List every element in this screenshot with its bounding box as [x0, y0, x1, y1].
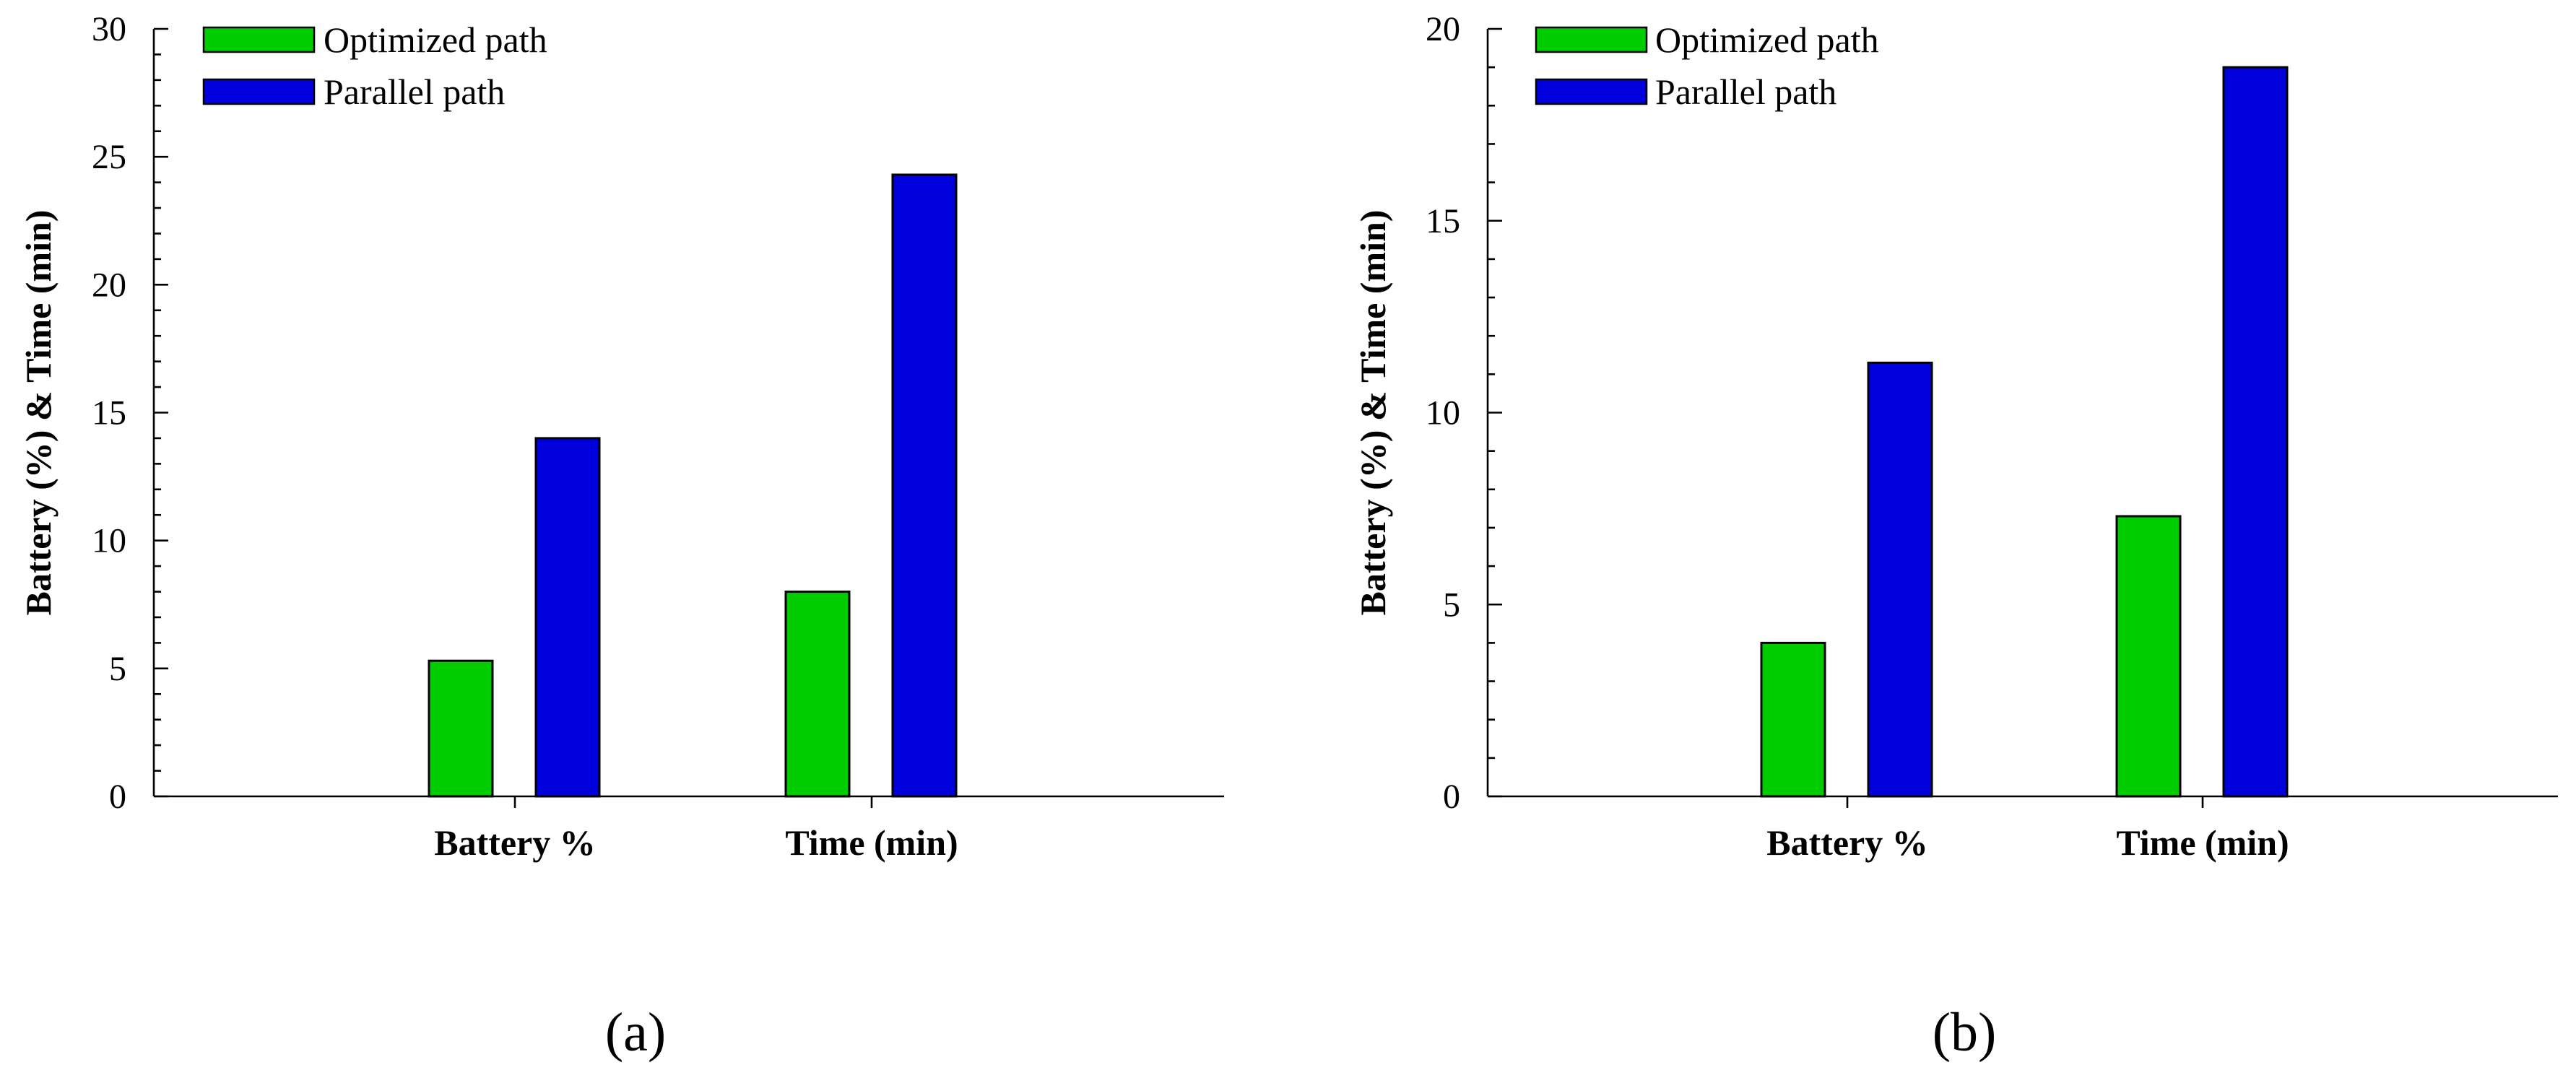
y-tick-label: 20: [92, 266, 126, 304]
y-tick-label: 20: [1426, 10, 1460, 48]
legend-label: Parallel path: [1655, 71, 1836, 112]
y-tick-label: 25: [92, 138, 126, 176]
legend-label: Parallel path: [324, 71, 505, 112]
legend-label: Optimized path: [324, 19, 547, 60]
x-category-label: Time (min): [2116, 822, 2289, 863]
y-axis-title: Battery (%) & Time (min): [1353, 210, 1393, 616]
x-category-label: Time (min): [785, 822, 958, 863]
chart-panel-a: 0 5 10 15 20 25 30 Battery (%) & Time (min) Batt…: [18, 10, 1224, 1063]
y-tick-label: 30: [92, 10, 126, 48]
legend: Optimized path Parallel path: [1535, 19, 1879, 112]
y-tick-label: 5: [1443, 586, 1460, 624]
y-axis-title: Battery (%) & Time (min): [18, 210, 58, 616]
legend-swatch: [202, 26, 316, 53]
legend-label: Optimized path: [1655, 19, 1879, 60]
y-tick-label: 5: [109, 650, 126, 688]
bar-optimized-path: [428, 659, 494, 798]
panel-label: (a): [605, 1002, 666, 1063]
y-tick-label: 10: [92, 522, 126, 560]
x-category-label: Battery %: [1766, 822, 1928, 863]
legend-swatch: [202, 78, 316, 105]
legend: Optimized path Parallel path: [202, 19, 547, 112]
legend-swatch: [1535, 26, 1648, 53]
y-tick-label: 15: [1426, 202, 1460, 240]
bar-parallel-path: [534, 437, 601, 798]
bar-optimized-path: [2115, 515, 2182, 798]
panel-label: (b): [1933, 1002, 1997, 1063]
y-tick-label: 0: [109, 778, 126, 816]
y-tick-label: 0: [1443, 778, 1460, 816]
y-tick-label: 15: [92, 394, 126, 432]
bar-parallel-path: [2222, 66, 2289, 798]
bar-optimized-path: [1760, 641, 1826, 798]
bar-optimized-path: [784, 591, 851, 798]
bar-parallel-path: [891, 173, 958, 798]
x-category-label: Battery %: [434, 822, 596, 863]
y-tick-label: 10: [1426, 394, 1460, 432]
bar-parallel-path: [1867, 361, 1933, 798]
chart-panel-b: 0 5 10 15 20 Battery (%) & Time (min) Battery …: [1353, 10, 2558, 1063]
legend-swatch: [1535, 78, 1648, 105]
